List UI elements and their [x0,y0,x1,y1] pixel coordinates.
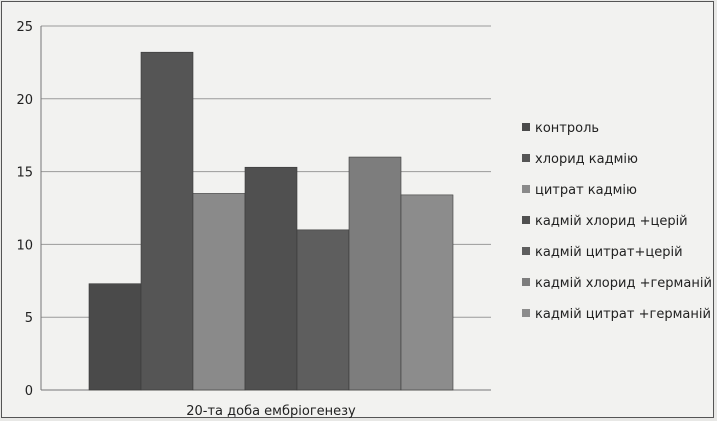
legend-swatch-6 [522,278,530,286]
bar-2 [140,51,194,391]
legend-swatch-4 [522,216,530,224]
legend-label-4: кадмій хлорид +церій [535,214,688,229]
bar-3 [192,193,246,391]
legend-label-1: контроль [535,121,599,136]
bar-6 [348,156,402,391]
y-tick-label-15: 15 [16,166,33,181]
y-tick-label-20: 20 [16,93,33,108]
legend-swatch-3 [522,185,530,193]
bar-7 [400,194,454,391]
bar-4 [244,166,298,391]
legend-label-7: кадмій цитрат +германій [535,307,711,322]
y-tick-label-0: 0 [25,384,33,399]
legend-swatch-7 [522,309,530,317]
legend-label-2: хлорид кадмію [535,152,638,167]
bar-5 [296,229,350,391]
y-tick-label-5: 5 [25,311,33,326]
y-tick-label-25: 25 [16,20,33,35]
y-tick-label-10: 10 [16,238,33,253]
legend-swatch-1 [522,123,530,131]
legend-swatch-2 [522,154,530,162]
legend-label-5: кадмій цитрат+церій [535,245,683,260]
legend-label-6: кадмій хлорид +германій [535,276,712,291]
legend-label-3: цитрат кадмію [535,183,637,198]
legend-swatch-5 [522,247,530,255]
x-category-label: 20-та доба ембріогенезу [186,404,356,419]
bar-1 [88,283,142,391]
